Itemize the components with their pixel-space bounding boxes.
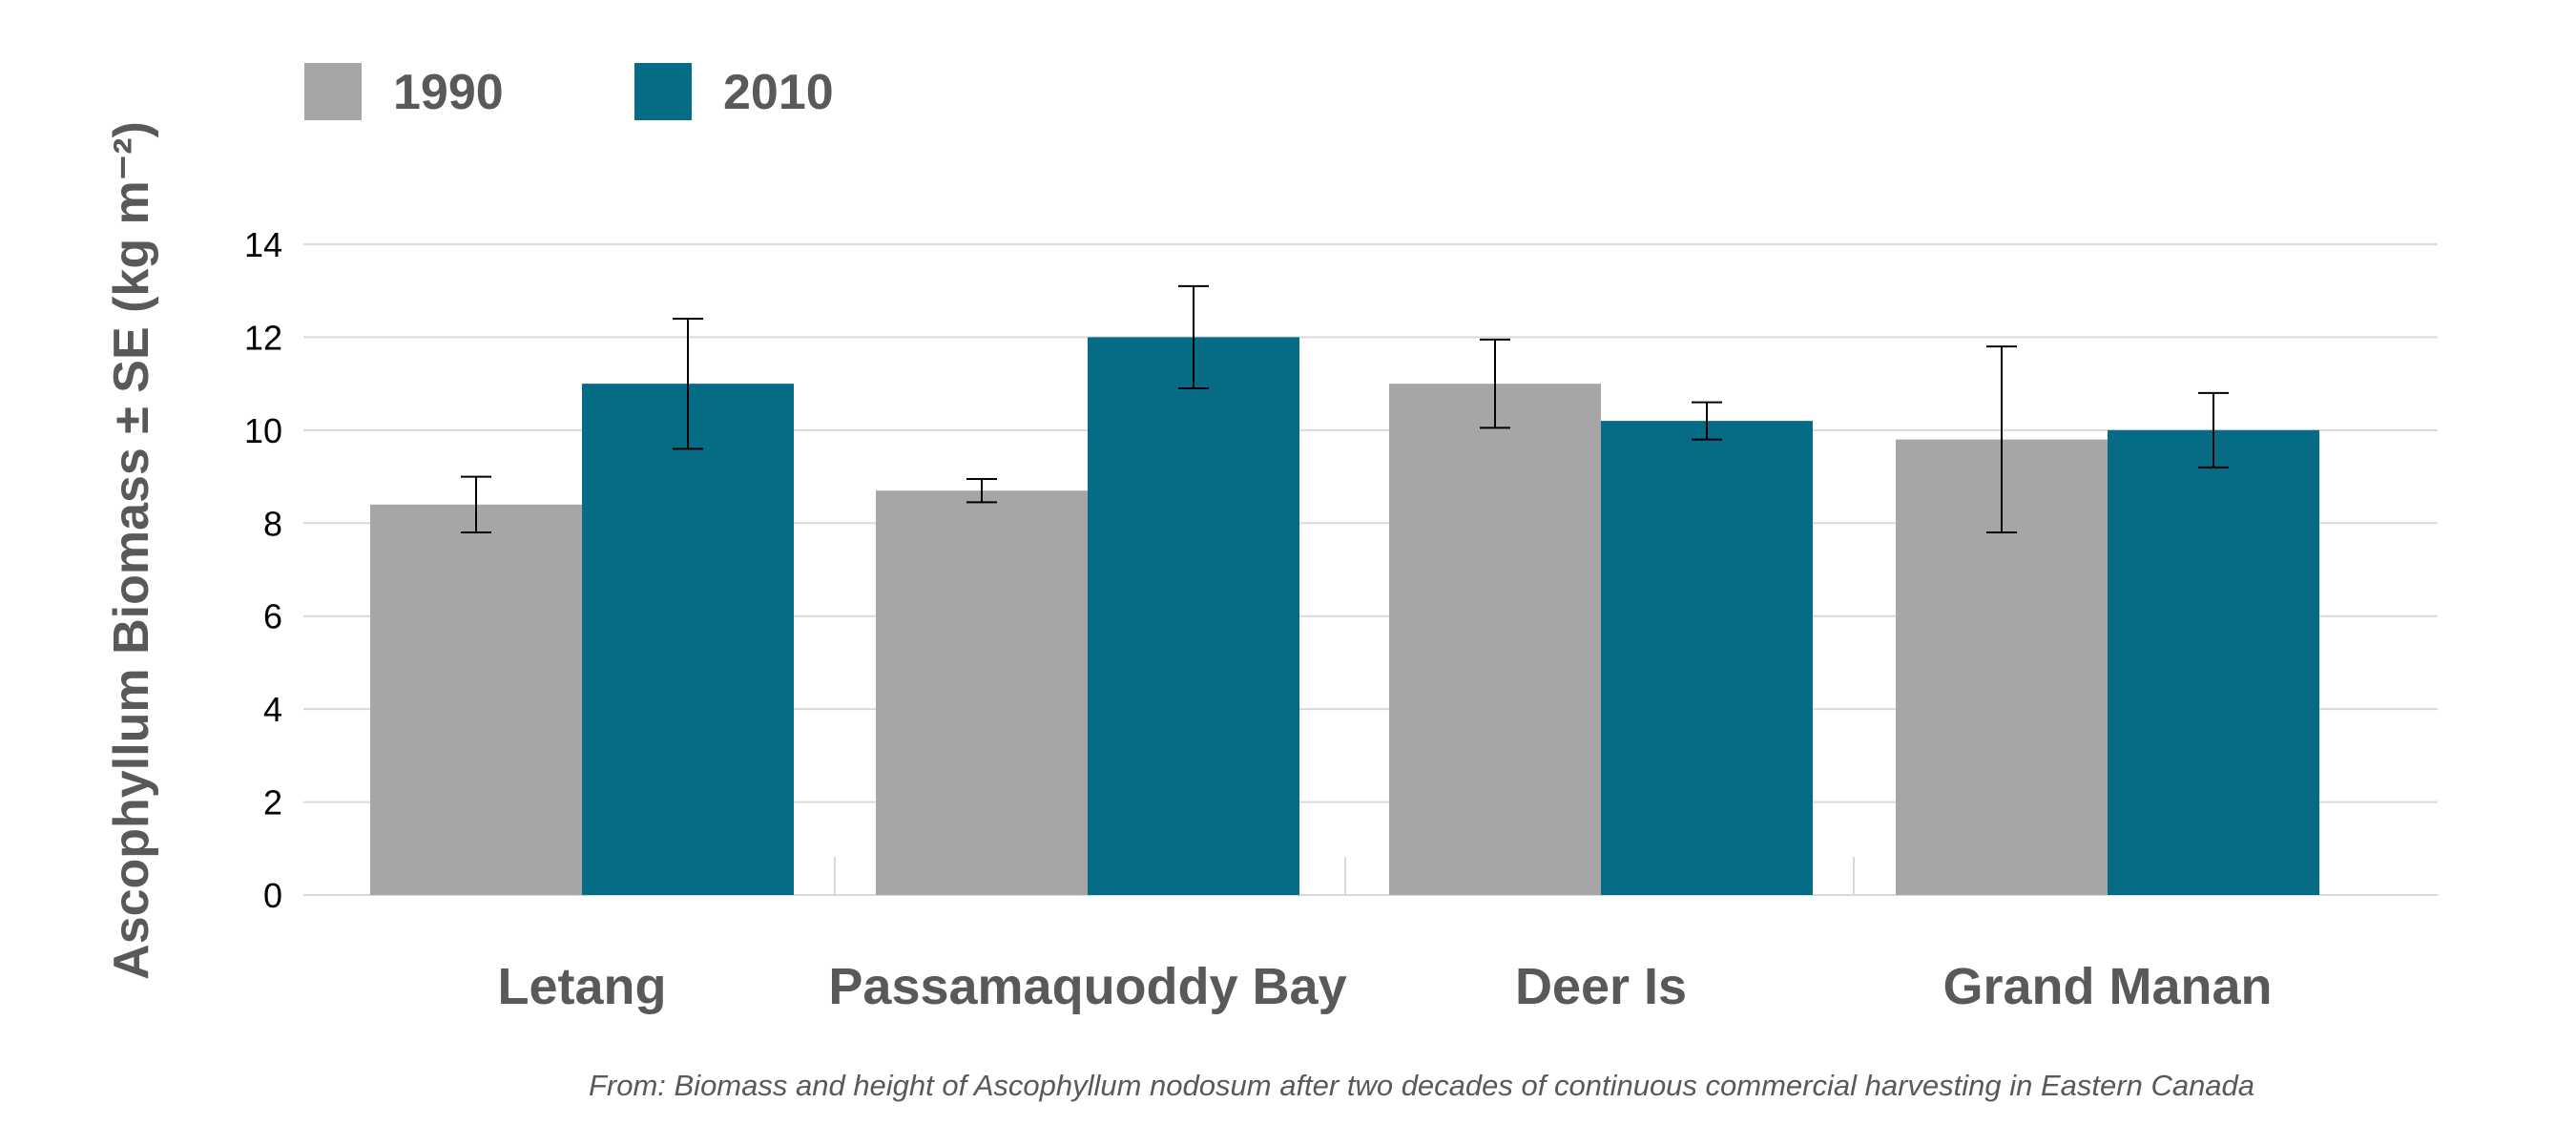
error-bar-2010-0	[673, 317, 703, 450]
y-tick-label: 12	[244, 318, 282, 357]
x-axis-categories: Letang Passamaquoddy Bay Deer Is Grand Mana…	[497, 958, 2272, 1015]
error-bar-2010-1	[1178, 284, 1209, 390]
y-tick-label: 4	[263, 690, 282, 729]
y-tick-label: 6	[263, 597, 282, 636]
y-tick-label: 0	[263, 876, 282, 915]
bar-2010-0	[582, 384, 794, 896]
error-bars	[461, 284, 2229, 534]
category-label: Letang	[497, 958, 666, 1015]
bar-1990-2	[1389, 384, 1601, 896]
y-axis-label: Ascophyllum Biomass ± SE (kg m⁻²)	[104, 121, 159, 980]
y-tick-label: 2	[263, 783, 282, 822]
legend-label-2010: 2010	[723, 65, 834, 120]
error-bar-1990-3	[1986, 345, 2017, 534]
bars	[370, 337, 2319, 896]
legend: 1990 2010	[304, 63, 834, 120]
source-note: From: Biomass and height of Ascophyllum …	[589, 1069, 2254, 1102]
bar-2010-2	[1601, 421, 1813, 895]
legend-swatch-1990	[304, 63, 362, 120]
bar-2010-1	[1088, 337, 1299, 895]
category-label: Passamaquoddy Bay	[828, 958, 1346, 1015]
error-bar-1990-1	[966, 478, 997, 504]
error-bar-1990-2	[1480, 338, 1510, 429]
legend-label-1990: 1990	[393, 65, 504, 120]
y-tick-label: 14	[244, 225, 282, 264]
bar-2010-3	[2108, 429, 2319, 895]
error-bar-2010-3	[2198, 391, 2229, 468]
error-bar-2010-2	[1692, 401, 1722, 441]
y-tick-label: 10	[244, 411, 282, 450]
legend-swatch-2010	[634, 63, 692, 120]
y-tick-label: 8	[263, 504, 282, 543]
error-bar-1990-0	[461, 475, 491, 534]
bar-1990-0	[370, 504, 582, 895]
category-label: Deer Is	[1515, 958, 1687, 1015]
bar-1990-1	[876, 490, 1088, 895]
category-label: Grand Manan	[1942, 958, 2272, 1015]
y-axis-ticks: 0 2 4 6 8 10 12 14	[244, 225, 282, 915]
